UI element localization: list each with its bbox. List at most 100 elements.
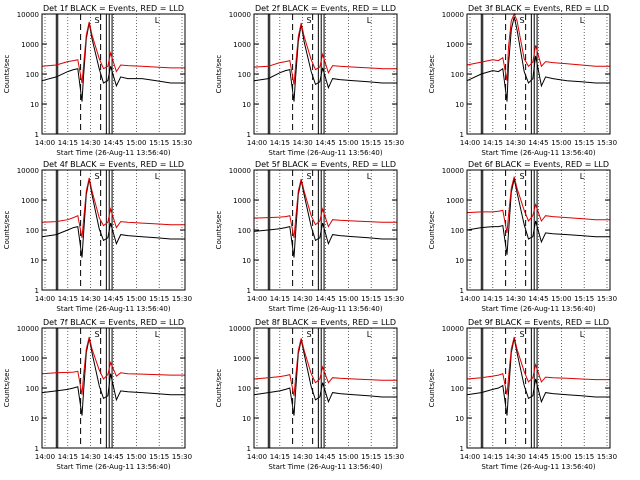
x-tick-label: 15:00	[338, 453, 358, 461]
chart-panel-6: S L Det 6f BLACK = Events, RED = LLD 1 10 100…	[428, 160, 617, 313]
legend-letter: S	[94, 172, 99, 181]
series-line-lld	[466, 176, 610, 233]
legend-letter: L	[580, 330, 585, 339]
chart-title: Det 6f BLACK = Events, RED = LLD	[468, 160, 609, 169]
x-axis-label: Start Time (26-Aug-11 13:56:40)	[481, 463, 595, 471]
x-tick-label: 14:00	[35, 295, 55, 303]
series-line-lld	[253, 178, 397, 238]
y-axis-label: Counts/sec	[428, 211, 436, 250]
x-tick-label: 14:15	[58, 295, 78, 303]
y-tick-label: 1000	[446, 355, 464, 363]
x-tick-label: 15:15	[361, 295, 381, 303]
x-tick-label: 15:15	[361, 453, 381, 461]
x-tick-label: 14:15	[270, 295, 290, 303]
x-tick-label: 15:00	[551, 139, 571, 147]
y-tick-label: 1	[460, 445, 464, 453]
x-tick-label: 15:00	[126, 139, 146, 147]
x-tick-label: 14:00	[460, 453, 480, 461]
legend-letter: S	[306, 16, 311, 25]
x-tick-label: 15:30	[384, 139, 404, 147]
series-line-lld	[466, 336, 610, 395]
x-tick-label: 15:30	[384, 453, 404, 461]
legend-letter: S	[519, 330, 524, 339]
y-tick-label: 10	[242, 101, 251, 109]
y-tick-label: 1	[247, 131, 251, 139]
x-tick-label: 15:15	[574, 453, 594, 461]
y-axis-label: Counts/sec	[215, 369, 223, 408]
y-tick-label: 10	[242, 257, 251, 265]
x-tick-label: 14:45	[528, 139, 548, 147]
chart-panel-2: S L Det 2f BLACK = Events, RED = LLD 1 10 100…	[215, 4, 404, 157]
chart-title: Det 8f BLACK = Events, RED = LLD	[255, 318, 396, 327]
x-tick-label: 15:00	[126, 453, 146, 461]
legend-letter: L	[367, 172, 372, 181]
x-tick-label: 15:00	[126, 295, 146, 303]
y-tick-label: 100	[451, 385, 464, 393]
x-tick-label: 14:30	[293, 139, 313, 147]
y-tick-label: 1000	[21, 197, 39, 205]
x-tick-label: 15:30	[172, 453, 192, 461]
y-axis-label: Counts/sec	[215, 211, 223, 250]
y-tick-label: 10000	[17, 325, 39, 333]
x-tick-label: 14:45	[103, 139, 123, 147]
chart-panel-4: S L Det 4f BLACK = Events, RED = LLD 1 10 100…	[3, 160, 192, 313]
y-tick-label: 100	[26, 385, 39, 393]
y-axis-label: Counts/sec	[3, 211, 11, 250]
legend-letter: L	[367, 330, 372, 339]
y-tick-label: 1	[247, 287, 251, 295]
series-line-lld	[41, 21, 185, 84]
y-tick-label: 10000	[229, 167, 251, 175]
x-tick-label: 14:00	[460, 139, 480, 147]
legend-letter: S	[519, 172, 524, 181]
y-tick-label: 1	[35, 131, 39, 139]
chart-title: Det 2f BLACK = Events, RED = LLD	[255, 4, 396, 13]
x-tick-label: 14:00	[247, 139, 267, 147]
y-tick-label: 10000	[229, 11, 251, 19]
series-line-events	[253, 180, 397, 258]
x-tick-label: 14:45	[528, 453, 548, 461]
y-axis-label: Counts/sec	[215, 55, 223, 94]
y-tick-label: 10000	[17, 167, 39, 175]
x-tick-label: 14:15	[270, 453, 290, 461]
y-axis-label: Counts/sec	[3, 55, 11, 94]
legend-letter: L	[155, 16, 160, 25]
y-axis-label: Counts/sec	[3, 369, 11, 408]
series-line-lld	[253, 338, 397, 396]
legend-letter: S	[94, 330, 99, 339]
chart-title: Det 5f BLACK = Events, RED = LLD	[255, 160, 396, 169]
y-tick-label: 100	[238, 71, 251, 79]
x-tick-label: 14:45	[315, 453, 335, 461]
legend-letter: L	[580, 16, 585, 25]
x-tick-label: 14:15	[270, 139, 290, 147]
y-tick-label: 1	[35, 287, 39, 295]
y-tick-label: 1000	[233, 41, 251, 49]
x-tick-label: 14:30	[506, 295, 526, 303]
y-tick-label: 100	[238, 385, 251, 393]
x-tick-label: 14:45	[528, 295, 548, 303]
x-tick-label: 15:30	[384, 295, 404, 303]
series-line-lld	[41, 336, 185, 395]
series-line-events	[41, 178, 185, 258]
chart-title: Det 4f BLACK = Events, RED = LLD	[43, 160, 184, 169]
x-tick-label: 15:15	[149, 139, 169, 147]
legend-letter: S	[306, 172, 311, 181]
y-tick-label: 10000	[442, 11, 464, 19]
legend-letter: S	[306, 330, 311, 339]
y-tick-label: 10	[30, 415, 39, 423]
y-tick-label: 1000	[446, 41, 464, 49]
x-tick-label: 14:30	[81, 139, 101, 147]
y-tick-label: 10000	[442, 167, 464, 175]
chart-panel-5: S L Det 5f BLACK = Events, RED = LLD 1 10 100…	[215, 160, 404, 313]
x-tick-label: 14:15	[483, 453, 503, 461]
x-tick-label: 14:00	[460, 295, 480, 303]
x-tick-label: 14:00	[247, 453, 267, 461]
x-tick-label: 15:00	[551, 453, 571, 461]
x-axis-label: Start Time (26-Aug-11 13:56:40)	[481, 149, 595, 157]
x-axis-label: Start Time (26-Aug-11 13:56:40)	[268, 305, 382, 313]
y-tick-label: 1000	[21, 41, 39, 49]
y-tick-label: 100	[451, 227, 464, 235]
y-axis-label: Counts/sec	[428, 55, 436, 94]
series-line-lld	[253, 22, 397, 85]
series-line-events	[41, 338, 185, 416]
chart-panel-9: S L Det 9f BLACK = Events, RED = LLD 1 10 100…	[428, 318, 617, 471]
